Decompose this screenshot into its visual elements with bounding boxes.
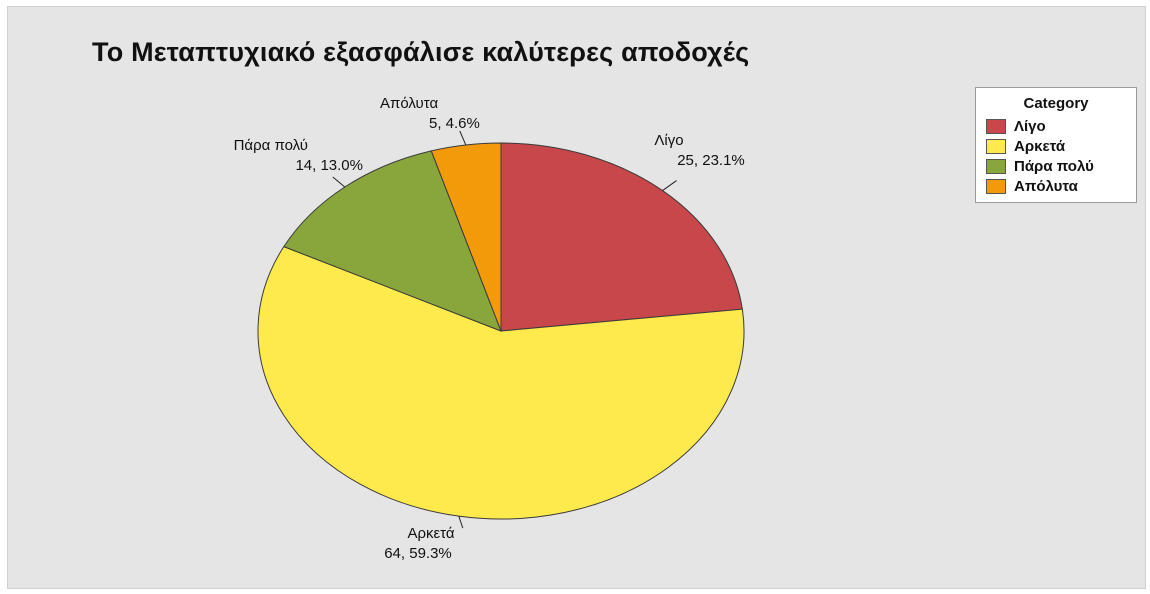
pie-chart: Λίγο 25, 23.1% Αρκετά 64, 59.3% Πάρα πολύ 14,… (234, 95, 745, 562)
pie-slices (257, 142, 745, 520)
leader-line-para-poly (332, 176, 346, 188)
legend-swatch-apolyta (986, 178, 1006, 194)
legend-swatch-para-poly (986, 158, 1006, 174)
chart-title: Το Μεταπτυχιακό εξασφάλισε καλύτερες απο… (92, 37, 750, 67)
slice-label-name-ligo: Λίγο (654, 132, 683, 149)
legend-item-apolyta: Απόλυτα (986, 176, 1078, 196)
slice-label-value-para-poly: 14, 13.0% (295, 157, 363, 174)
legend: Category Λίγο Αρκετά Πάρα πολύ Απόλυτα (975, 87, 1137, 203)
leader-line-apolyta (459, 130, 467, 146)
leader-line-arketa (458, 515, 464, 529)
slice-label-value-apolyta: 5, 4.6% (429, 115, 480, 132)
legend-title: Category (1023, 95, 1089, 112)
leader-line-ligo (662, 180, 677, 191)
chart-frame: Το Μεταπτυχιακό εξασφάλισε καλύτερες απο… (7, 6, 1146, 589)
pie-slice-ligo (500, 142, 743, 332)
pie-slice-arketa (257, 246, 745, 520)
slice-label-name-apolyta: Απόλυτα (380, 95, 438, 112)
legend-item-ligo: Λίγο (986, 116, 1046, 136)
slice-label-value-ligo: 25, 23.1% (677, 152, 745, 169)
slice-label-value-arketa: 64, 59.3% (384, 545, 452, 562)
legend-item-arketa: Αρκετά (986, 136, 1065, 156)
legend-swatch-ligo (986, 118, 1006, 134)
legend-swatch-arketa (986, 138, 1006, 154)
legend-label-apolyta: Απόλυτα (1014, 177, 1078, 195)
legend-label-arketa: Αρκετά (1014, 137, 1066, 155)
slice-label-name-para-poly: Πάρα πολύ (234, 137, 308, 154)
slice-label-name-arketa: Αρκετά (407, 525, 454, 542)
slice-labels: Λίγο 25, 23.1% Αρκετά 64, 59.3% Πάρα πολύ 14,… (234, 95, 745, 562)
legend-label-para-poly: Πάρα πολύ (1014, 157, 1094, 175)
pie-slice-apolyta (430, 142, 502, 332)
leader-lines (332, 130, 677, 529)
legend-label-ligo: Λίγο (1014, 117, 1046, 135)
legend-item-para-poly: Πάρα πολύ (986, 156, 1094, 176)
